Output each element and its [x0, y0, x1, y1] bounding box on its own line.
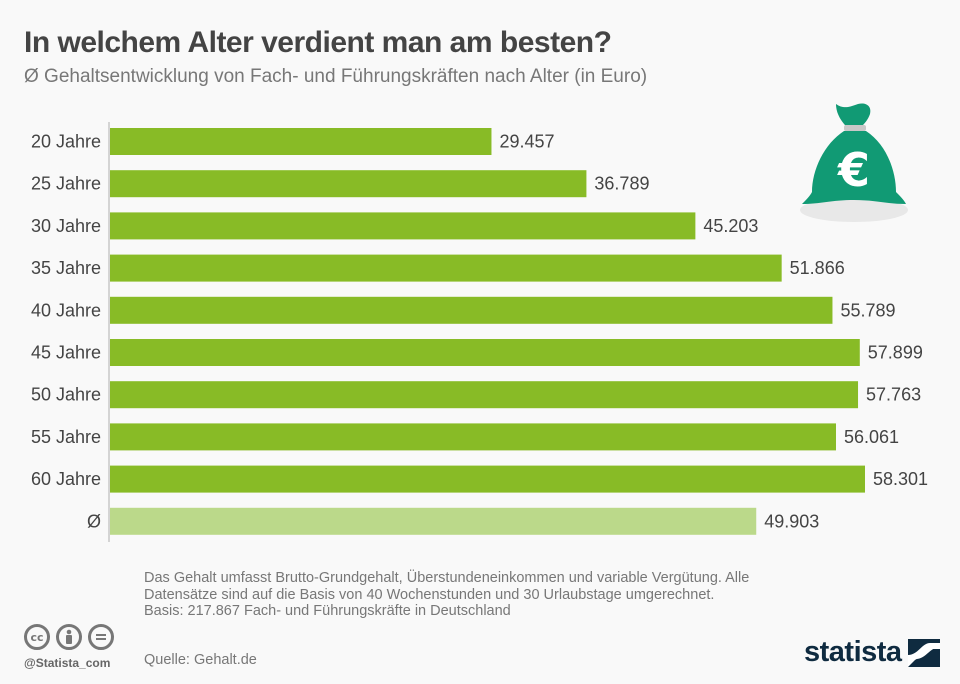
category-label: 30 Jahre: [31, 216, 101, 236]
brand-name: statista: [804, 636, 902, 668]
value-label: 56.061: [844, 427, 899, 447]
bar-30-jahre: [110, 212, 696, 240]
value-label: 57.763: [866, 385, 921, 405]
category-label: 25 Jahre: [31, 174, 101, 194]
bar-25-jahre: [110, 170, 587, 198]
value-label: 51.866: [790, 258, 845, 278]
value-label: 57.899: [868, 343, 923, 363]
category-label: 40 Jahre: [31, 300, 101, 320]
value-label: 45.203: [703, 216, 758, 236]
bar-60-jahre: [110, 465, 865, 493]
category-label: 50 Jahre: [31, 385, 101, 405]
value-label: 55.789: [840, 300, 895, 320]
value-label: 36.789: [594, 174, 649, 194]
category-label: Ø: [87, 511, 101, 531]
category-label: 45 Jahre: [31, 343, 101, 363]
bar-55-jahre: [110, 423, 836, 451]
chart-subtitle: Ø Gehaltsentwicklung von Fach- und Führu…: [24, 66, 648, 87]
value-label: 29.457: [499, 132, 554, 152]
svg-text:€: €: [837, 143, 870, 197]
bar-20-jahre: [110, 128, 492, 155]
bar-45-jahre: [110, 339, 860, 366]
chart-title: In welchem Alter verdient man am besten?: [24, 26, 612, 59]
bar-chart: 20 Jahre 29.457 25 Jahre 36.789 30 Jahre 45.2…: [31, 122, 928, 542]
money-bag-euro-icon: €: [800, 103, 908, 222]
source-note: Quelle: Gehalt.de: [144, 652, 257, 668]
footnote-description: Das Gehalt umfasst Brutto-Grundgehalt, Ü…: [144, 570, 750, 603]
value-label: 49.903: [764, 511, 819, 531]
category-label: 55 Jahre: [31, 427, 101, 447]
statista-logo[interactable]: statista: [804, 636, 940, 669]
cc-icon: cc: [24, 624, 50, 650]
bar-average: [110, 507, 757, 535]
bar-40-jahre: [110, 296, 833, 324]
category-label: 60 Jahre: [31, 469, 101, 489]
social-handle[interactable]: @Statista_com: [24, 656, 111, 670]
statista-logo-mark-icon: [907, 638, 940, 667]
category-label: 35 Jahre: [31, 258, 101, 278]
no-derivatives-icon: [88, 624, 114, 650]
category-label: 20 Jahre: [31, 132, 101, 152]
footnote-basis: Basis: 217.867 Fach- und Führungskräfte …: [144, 603, 511, 619]
bar-35-jahre: [110, 254, 782, 282]
bars-group: 20 Jahre 29.457 25 Jahre 36.789 30 Jahre 45.2…: [31, 128, 928, 535]
bar-50-jahre: [110, 381, 859, 409]
attribution-icon: [56, 624, 82, 650]
license-icons: cc: [24, 624, 114, 650]
value-label: 58.301: [873, 469, 928, 489]
footnote: Das Gehalt umfasst Brutto-Grundgehalt, Ü…: [144, 570, 764, 620]
